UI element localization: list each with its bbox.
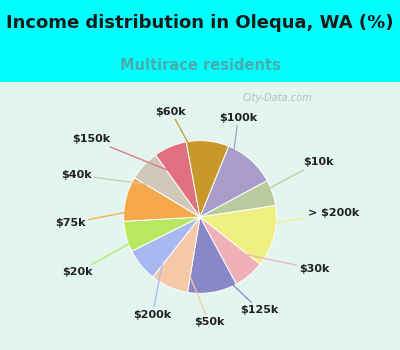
Text: > $200k: > $200k — [246, 208, 360, 228]
Text: Income distribution in Olequa, WA (%): Income distribution in Olequa, WA (%) — [6, 14, 394, 32]
Wedge shape — [124, 178, 200, 221]
Text: $20k: $20k — [62, 230, 155, 277]
Wedge shape — [134, 155, 200, 217]
Wedge shape — [200, 146, 267, 217]
Wedge shape — [200, 181, 276, 217]
Wedge shape — [153, 217, 200, 292]
Wedge shape — [124, 217, 200, 251]
Text: $50k: $50k — [183, 260, 224, 327]
Wedge shape — [200, 205, 276, 264]
Text: $30k: $30k — [231, 251, 330, 274]
Text: City-Data.com: City-Data.com — [242, 93, 312, 103]
Wedge shape — [132, 217, 200, 277]
Wedge shape — [200, 217, 260, 284]
Text: $200k: $200k — [134, 248, 172, 320]
Wedge shape — [188, 217, 236, 293]
Text: $10k: $10k — [244, 157, 334, 202]
Wedge shape — [186, 141, 229, 217]
Wedge shape — [156, 142, 200, 217]
Text: $125k: $125k — [209, 262, 279, 315]
Text: $40k: $40k — [61, 170, 165, 187]
Text: $60k: $60k — [156, 107, 203, 170]
Text: $75k: $75k — [55, 207, 154, 228]
Text: Multirace residents: Multirace residents — [120, 58, 280, 73]
Text: $150k: $150k — [72, 134, 180, 175]
Text: $100k: $100k — [219, 113, 257, 181]
